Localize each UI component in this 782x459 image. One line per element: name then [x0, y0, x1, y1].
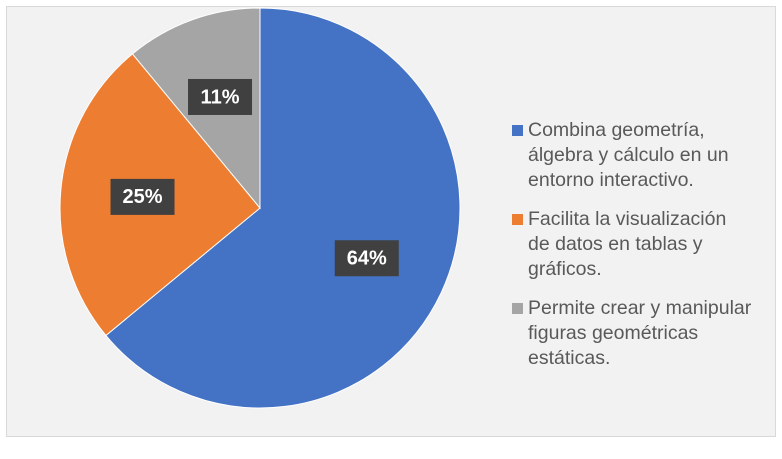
value-label: 11% [201, 86, 240, 108]
legend-label: Facilita la visualización de datos en ta… [528, 208, 727, 280]
legend-label: Combina geometría, álgebra y cálculo en … [528, 119, 729, 191]
legend-swatch [512, 303, 523, 314]
legend-item: Combina geometría, álgebra y cálculo en … [512, 118, 752, 193]
value-label-box [110, 178, 175, 215]
legend-item: Facilita la visualización de datos en ta… [512, 207, 752, 282]
legend: Combina geometría, álgebra y cálculo en … [512, 118, 752, 385]
legend-label: Permite crear y manipular figuras geomét… [528, 297, 752, 369]
pie-slice [105, 7, 461, 409]
value-label: 64% [347, 248, 387, 270]
value-label: 25% [123, 186, 163, 208]
value-label-box [334, 240, 399, 277]
legend-item: Permite crear y manipular figuras geomét… [512, 296, 752, 371]
legend-swatch [512, 125, 523, 136]
value-label-box [188, 78, 253, 115]
legend-swatch [512, 214, 523, 225]
